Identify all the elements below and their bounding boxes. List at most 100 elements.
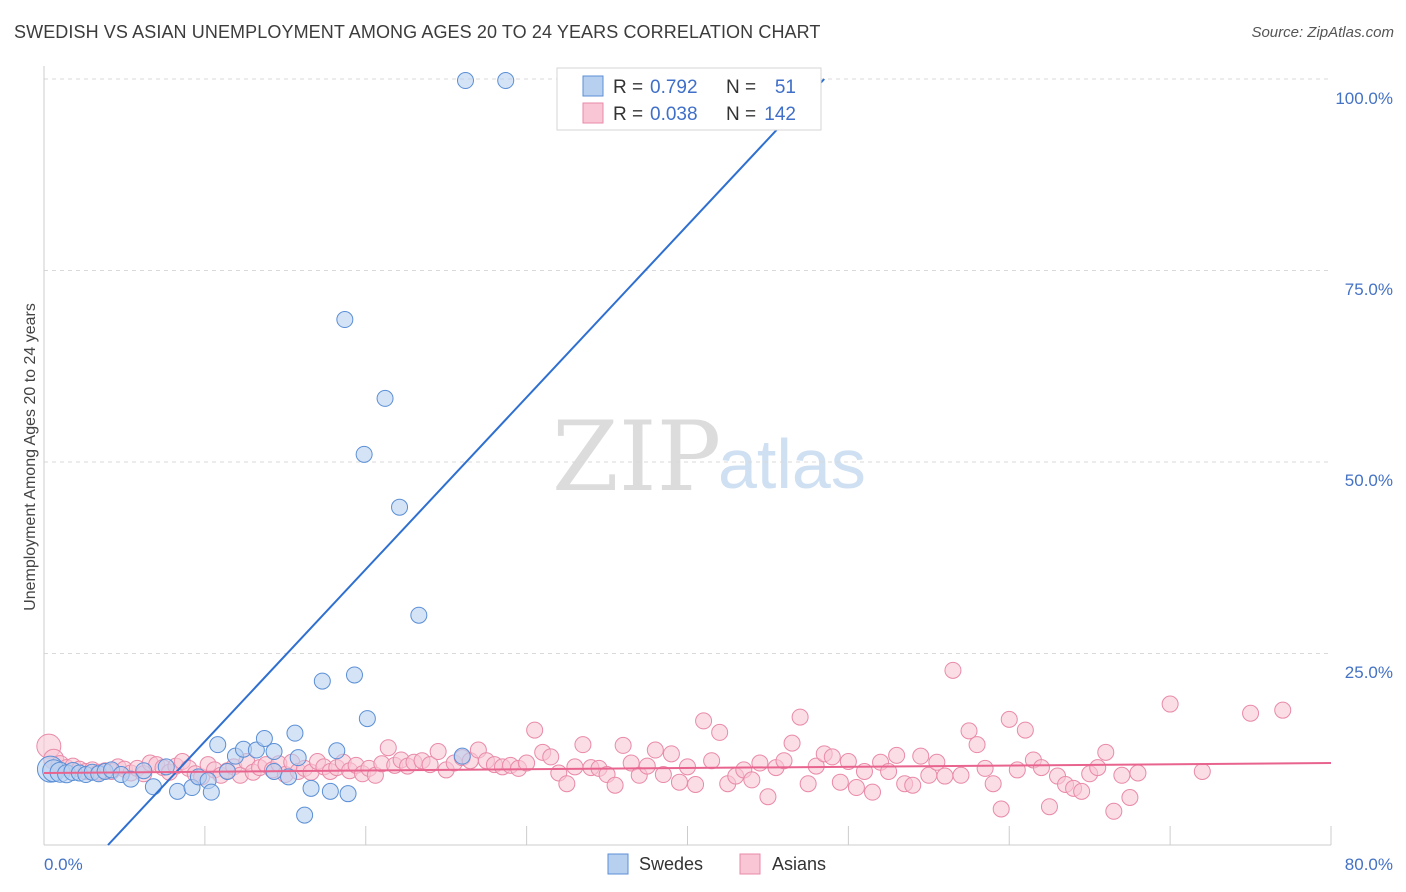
asians-point — [379, 739, 397, 757]
chart-title: SWEDISH VS ASIAN UNEMPLOYMENT AMONG AGES… — [14, 22, 821, 42]
legend-swedes-r-label: R = — [613, 77, 643, 98]
asians-point — [791, 708, 809, 726]
asians-point — [614, 736, 632, 754]
swedes-point — [122, 770, 140, 788]
swedes-point — [289, 749, 307, 767]
asians-point — [662, 745, 680, 763]
asians-point — [928, 753, 946, 771]
series-legend: Swedes Asians — [607, 853, 826, 875]
swedes-point — [296, 806, 314, 824]
asians-point — [518, 754, 536, 772]
asians-point — [1097, 743, 1115, 761]
swedes-trend-line — [107, 78, 825, 846]
watermark-atlas: atlas — [718, 425, 866, 503]
asians-point — [1274, 701, 1292, 719]
asians-point — [670, 773, 688, 791]
asians-point — [606, 776, 624, 794]
asians-point — [1089, 759, 1107, 777]
x-tick-label-min: 0.0% — [44, 855, 83, 874]
swedes-point — [286, 724, 304, 742]
asians-point — [888, 746, 906, 764]
asians-point — [1242, 704, 1260, 722]
swedes-point — [355, 445, 373, 463]
asians-point — [1040, 798, 1058, 816]
swedes-point — [313, 672, 331, 690]
swedes-point — [328, 742, 346, 760]
asians-point — [984, 775, 1002, 793]
asians-point — [558, 775, 576, 793]
legend-asians-r-label: R = — [613, 104, 643, 125]
asians-point — [679, 758, 696, 776]
asians-point — [1113, 766, 1131, 784]
asians-point — [711, 723, 729, 741]
asians-point — [1008, 761, 1026, 779]
asians-point — [638, 757, 656, 775]
legend-asians-n-label: N = — [726, 104, 756, 125]
swedes-point — [265, 743, 283, 761]
asians-point — [960, 722, 978, 740]
y-tick-label-50: 50.0% — [1345, 471, 1393, 490]
y-axis-tick-labels: 100.0% 75.0% 50.0% 25.0% — [1335, 89, 1393, 682]
legend-swatch-asians — [582, 102, 604, 124]
x-tick-label-max: 80.0% — [1345, 855, 1393, 874]
asians-point — [944, 661, 962, 679]
asians-point — [1193, 762, 1211, 780]
swedes-point — [247, 741, 265, 759]
asians-point — [952, 766, 970, 784]
swedes-point — [391, 498, 409, 516]
asians-point — [799, 775, 817, 793]
y-tick-label-100: 100.0% — [1335, 89, 1393, 108]
asians-point — [759, 788, 777, 806]
swedes-point — [345, 666, 363, 684]
swedes-point — [376, 389, 394, 407]
asians-point — [1105, 802, 1123, 820]
asians-point — [864, 783, 882, 801]
legend-swatch-swedes — [582, 75, 604, 97]
swedes-point — [456, 72, 474, 90]
asians-point — [566, 758, 584, 776]
asians-point — [976, 759, 994, 777]
asians-point — [526, 721, 544, 739]
asians-point — [1121, 789, 1139, 807]
swedes-point — [302, 779, 320, 797]
legend-asians-r-value: 0.038 — [650, 104, 698, 125]
trend-lines — [43, 78, 1332, 846]
swedes-point — [209, 736, 227, 754]
asians-point — [429, 743, 447, 761]
swedes-point — [339, 785, 357, 803]
asians-point — [1000, 710, 1018, 728]
swedes-point — [255, 730, 273, 748]
correlation-legend: R = 0.792 N = 51 R = 0.038 N = 142 — [556, 67, 822, 131]
asians-trend-line — [43, 762, 1332, 774]
asians-point — [968, 736, 986, 754]
swedes-point — [157, 758, 175, 776]
asians-points — [36, 661, 1292, 820]
asians-point — [703, 752, 721, 770]
swedes-point — [321, 782, 339, 800]
swedes-point — [202, 783, 220, 801]
x-axis-ticks — [204, 826, 1332, 845]
asians-point — [1032, 759, 1050, 777]
asians-point — [421, 756, 439, 774]
legend-swedes-n-value: 51 — [775, 77, 796, 98]
swedes-point — [280, 768, 298, 786]
swedes-point — [358, 710, 376, 728]
asians-point — [992, 800, 1010, 818]
swedes-point — [169, 782, 187, 800]
asians-point — [687, 775, 705, 793]
asians-point — [839, 753, 857, 771]
swedes-point — [453, 747, 471, 765]
legend-swedes-r-value: 0.792 — [650, 77, 698, 98]
legend-swedes-n-label: N = — [726, 77, 756, 98]
asians-point — [823, 748, 841, 766]
asians-point — [646, 741, 664, 759]
asians-point — [1073, 782, 1091, 800]
swedes-point — [410, 606, 428, 624]
asians-point — [936, 767, 954, 785]
asians-point — [904, 776, 922, 794]
watermark-zip: ZIP — [552, 401, 721, 513]
swedes-point — [135, 762, 153, 780]
swedes-point — [336, 311, 354, 329]
series-legend-swatch-swedes — [607, 853, 629, 875]
source-label: Source: ZipAtlas.com — [1251, 24, 1394, 41]
